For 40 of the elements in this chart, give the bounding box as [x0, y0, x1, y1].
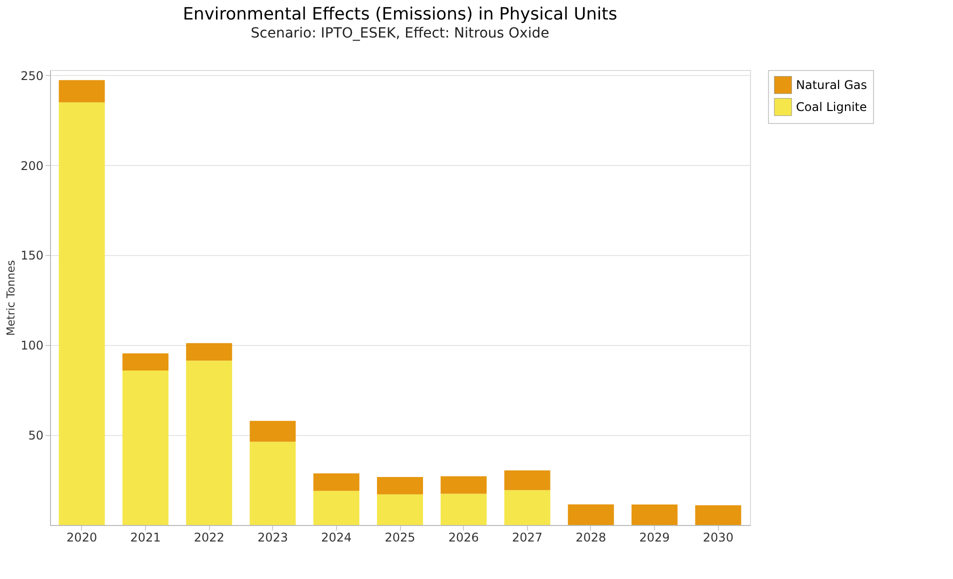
bar	[695, 505, 742, 525]
bar	[58, 80, 105, 102]
bar	[632, 504, 678, 525]
bar	[568, 504, 614, 525]
bar	[377, 476, 423, 494]
bar	[313, 490, 360, 525]
x-tick-label: 2024	[321, 530, 352, 544]
x-tick-label: 2027	[512, 530, 543, 544]
y-tick-label: 200	[20, 158, 44, 173]
bar	[313, 473, 360, 491]
x-tick-label: 2029	[639, 530, 670, 544]
x-tick-label: 2023	[257, 530, 288, 544]
y-tick-label: 250	[20, 68, 44, 83]
y-tick-label: 150	[20, 248, 44, 263]
bar	[250, 442, 296, 525]
bar	[122, 353, 168, 371]
bar	[440, 476, 487, 494]
bar	[186, 343, 232, 361]
x-tick-label: 2022	[194, 530, 224, 544]
bar	[440, 494, 487, 525]
bar	[58, 102, 105, 525]
bar	[122, 370, 168, 525]
bar	[377, 494, 423, 525]
legend-label: Natural Gas	[796, 78, 867, 92]
bar	[504, 490, 550, 525]
x-tick-label: 2021	[130, 530, 161, 544]
y-axis-title: Metric Tonnes	[4, 260, 18, 336]
x-tick-label: 2025	[384, 530, 416, 544]
chart-subtitle: Scenario: IPTO_ESEK, Effect: Nitrous Oxide	[250, 25, 550, 42]
bar	[250, 420, 296, 442]
chart-title: Environmental Effects (Emissions) in Physical Units	[182, 4, 618, 24]
x-tick-label: 2026	[448, 530, 479, 544]
x-tick-label: 2020	[66, 530, 98, 544]
y-tick-label: 100	[20, 338, 44, 353]
y-tick-label: 50	[28, 428, 44, 443]
legend-label: Coal Lignite	[796, 100, 867, 114]
bar	[186, 360, 232, 525]
x-tick-label: 2030	[702, 530, 734, 544]
x-tick-label: 2028	[576, 530, 606, 544]
bar	[504, 470, 550, 490]
